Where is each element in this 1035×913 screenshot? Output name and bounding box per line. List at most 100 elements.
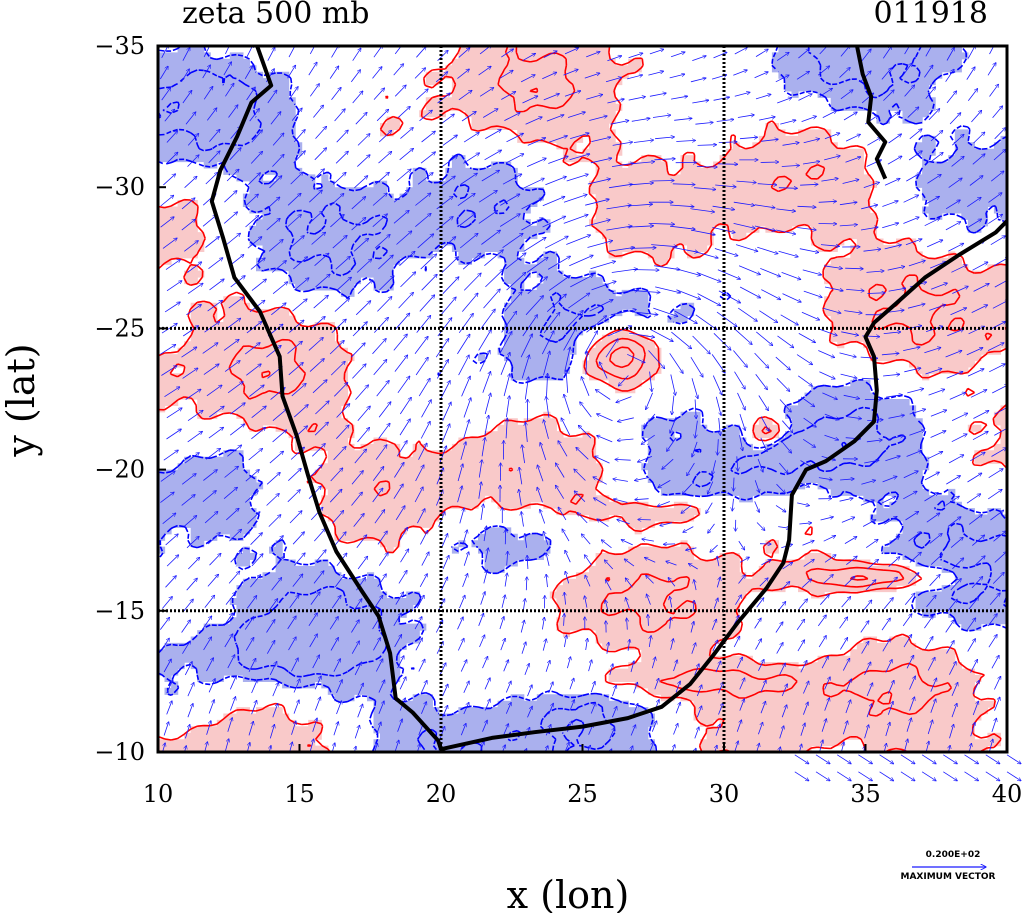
- wind-vector: [481, 230, 500, 245]
- wind-vector: [416, 744, 420, 752]
- wind-vector: [315, 401, 329, 415]
- wind-vector: [820, 245, 839, 247]
- y-tick-label: −15: [94, 597, 145, 625]
- wind-vector: [839, 68, 851, 78]
- wind-vector: [506, 272, 526, 291]
- wind-vector: [522, 749, 527, 752]
- wind-vector: [866, 683, 873, 697]
- wind-vector: [248, 658, 256, 672]
- wind-vector: [375, 235, 390, 249]
- wind-vector: [909, 129, 922, 140]
- wind-vector: [396, 231, 412, 245]
- x-tick-label: 15: [284, 780, 315, 808]
- wind-vector: [225, 592, 236, 605]
- wind-vector: [758, 395, 769, 411]
- x-tick-label: 35: [850, 780, 881, 808]
- wind-vector: [289, 595, 299, 608]
- wind-vector: [945, 620, 955, 633]
- wind-vector: [482, 656, 488, 669]
- wind-vector: [437, 93, 451, 104]
- wind-vector: [1015, 259, 1030, 268]
- wind-vector: [351, 641, 359, 654]
- wind-vector: [160, 638, 169, 652]
- wind-vector: [267, 90, 277, 104]
- wind-vector: [266, 345, 281, 358]
- wind-vector: [525, 117, 543, 125]
- wind-vector: [736, 720, 741, 732]
- wind-vector: [861, 49, 871, 61]
- wind-vector: [861, 480, 875, 485]
- wind-vector: [357, 134, 370, 146]
- wind-vector: [691, 643, 696, 654]
- wind-vector: [606, 205, 632, 210]
- wind-vector: [463, 153, 479, 164]
- wind-vector: [929, 575, 941, 587]
- wind-vector: [782, 562, 793, 570]
- wind-vector: [266, 218, 281, 231]
- wind-vector: [440, 297, 456, 316]
- wind-vector: [615, 459, 631, 460]
- wind-vector: [670, 416, 677, 433]
- wind-vector: [521, 770, 526, 781]
- wind-vector: [925, 46, 933, 57]
- wind-vector: [675, 268, 700, 276]
- wind-vector: [250, 575, 260, 588]
- wind-vector: [609, 664, 613, 676]
- wind-vector: [800, 184, 818, 185]
- wind-vector: [734, 371, 746, 389]
- wind-vector: [945, 351, 962, 358]
- wind-vector: [500, 194, 520, 206]
- wind-vector: [546, 397, 550, 418]
- wind-vector: [945, 222, 961, 231]
- wind-vector: [887, 267, 905, 271]
- wind-vector: [779, 399, 791, 413]
- wind-vector: [802, 269, 822, 275]
- wind-vector: [563, 195, 587, 203]
- wind-vector: [781, 420, 792, 433]
- wind-vector: [288, 46, 296, 58]
- wind-vector: [251, 279, 267, 291]
- wind-vector: [968, 326, 985, 335]
- wind-vector: [1012, 238, 1027, 247]
- wind-vector: [272, 282, 288, 295]
- wind-vector: [716, 577, 720, 588]
- wind-vector: [251, 679, 258, 694]
- wind-vector: [671, 331, 691, 349]
- wind-vector: [166, 152, 178, 164]
- wind-vector: [440, 114, 455, 125]
- wind-vector: [227, 718, 233, 732]
- wind-vector: [924, 218, 940, 227]
- wind-vector: [660, 522, 673, 526]
- wind-vector: [522, 445, 525, 464]
- wind-vector: [609, 184, 632, 189]
- wind-vector: [203, 364, 219, 375]
- wind-vector: [658, 480, 671, 487]
- wind-vector: [1006, 771, 1021, 781]
- wind-vector: [204, 322, 220, 333]
- wind-vector: [379, 276, 394, 291]
- wind-vector: [540, 509, 546, 524]
- wind-vector: [865, 539, 878, 549]
- wind-vector: [780, 120, 796, 125]
- wind-vector: [209, 553, 221, 566]
- wind-vector: [972, 535, 984, 546]
- wind-vector: [648, 615, 649, 626]
- wind-vector: [717, 439, 718, 455]
- wind-vector: [927, 657, 935, 671]
- wind-vector: [712, 460, 716, 474]
- wind-vector: [397, 656, 404, 669]
- wind-vector: [649, 371, 652, 392]
- wind-vector: [715, 185, 736, 187]
- wind-vector: [697, 145, 717, 146]
- wind-vector: [1015, 533, 1028, 543]
- wind-vector: [839, 498, 854, 502]
- wind-vector: [739, 699, 745, 711]
- wind-vector: [164, 302, 180, 313]
- wind-vector: [313, 105, 323, 118]
- wind-vector: [355, 112, 367, 125]
- wind-vector: [888, 415, 905, 419]
- wind-vector: [739, 286, 761, 298]
- wind-vector: [159, 66, 168, 80]
- wind-vector: [314, 422, 328, 436]
- wind-vector: [182, 746, 186, 752]
